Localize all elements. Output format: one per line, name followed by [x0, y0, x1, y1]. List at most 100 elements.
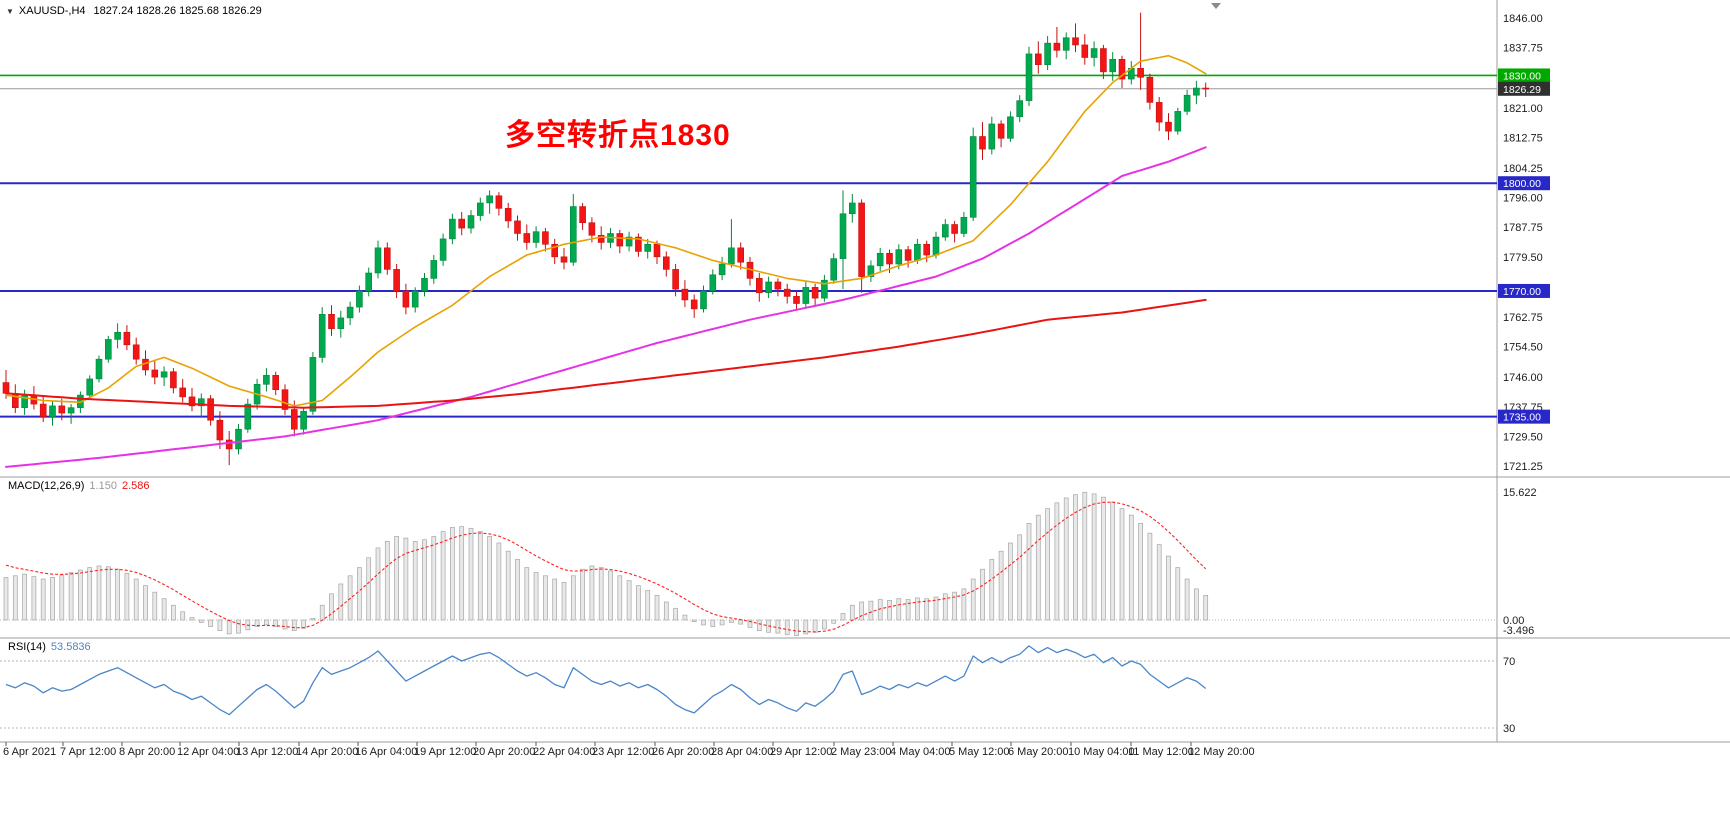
macd-histogram-bar: [515, 559, 520, 621]
time-label[interactable]: 28 Apr 04:00: [711, 746, 773, 758]
time-label[interactable]: 12 May 20:00: [1188, 746, 1255, 758]
candle-body: [1090, 48, 1098, 58]
macd-histogram-bar: [273, 619, 279, 627]
rsi-name: RSI(14): [8, 641, 46, 653]
price-tick-label: 1804.25: [1503, 163, 1543, 175]
candle-body: [281, 389, 289, 410]
macd-histogram-bar: [794, 619, 799, 636]
macd-histogram-bar: [710, 619, 716, 627]
candle-body: [1053, 42, 1061, 51]
candle-body: [1137, 67, 1144, 78]
time-label[interactable]: 13 Apr 12:00: [236, 746, 298, 758]
time-label[interactable]: 20 Apr 20:00: [473, 746, 535, 758]
ma-slow-line: [5, 298, 1207, 409]
price-tick-label: 1721.25: [1503, 461, 1543, 473]
time-label[interactable]: 14 Apr 20:00: [296, 746, 358, 758]
candle-body: [1202, 87, 1209, 90]
macd-histogram-bar: [775, 619, 781, 634]
macd-histogram-bar: [812, 619, 818, 633]
time-label[interactable]: 29 Apr 12:00: [770, 746, 832, 758]
candle-body: [439, 238, 447, 261]
macd-histogram-bar: [970, 578, 976, 621]
symbol-dropdown-icon[interactable]: ▼: [6, 7, 14, 16]
time-label[interactable]: 10 May 04:00: [1068, 746, 1135, 758]
candle-body: [532, 231, 540, 243]
candle-body: [430, 260, 438, 279]
candle-body: [625, 236, 633, 247]
macd-histogram-bar: [366, 557, 372, 621]
time-label[interactable]: 26 Apr 20:00: [652, 746, 714, 758]
time-label[interactable]: 8 Apr 20:00: [119, 746, 175, 758]
candle-body: [737, 247, 745, 263]
macd-histogram-bar: [291, 619, 297, 631]
candle-body: [486, 195, 493, 204]
time-label[interactable]: 12 Apr 04:00: [177, 746, 239, 758]
time-label[interactable]: 7 Apr 12:00: [60, 746, 116, 758]
macd-histogram-bar: [198, 619, 204, 623]
time-label[interactable]: 16 Apr 04:00: [355, 746, 417, 758]
annotation-text[interactable]: 多空转折点1830: [505, 119, 731, 152]
candle-body: [876, 252, 884, 267]
price-tick-label: 1846.00: [1503, 13, 1543, 25]
candle-body: [1100, 48, 1107, 73]
candle-body: [337, 317, 345, 329]
candle-body: [793, 296, 800, 304]
time-label[interactable]: 11 May 12:00: [1128, 746, 1194, 758]
candle-body: [151, 369, 159, 378]
macd-histogram-bar: [626, 580, 632, 621]
price-tick-label: 1729.50: [1503, 431, 1543, 443]
candle-body: [932, 236, 940, 256]
macd-histogram-bar: [1138, 523, 1143, 621]
macd-histogram-bar: [1026, 523, 1032, 621]
macd-histogram-bar: [440, 531, 446, 621]
time-label[interactable]: 19 Apr 12:00: [414, 746, 476, 758]
macd-histogram-bar: [747, 619, 753, 628]
macd-histogram-bar: [310, 618, 316, 621]
macd-histogram-bar: [682, 614, 688, 621]
time-label[interactable]: 22 Apr 04:00: [533, 746, 595, 758]
macd-histogram-bar: [933, 596, 939, 621]
macd-histogram-bar: [859, 601, 864, 621]
chart-shift-marker-icon[interactable]: [1211, 3, 1221, 9]
rsi-line: [5, 645, 1207, 716]
candle-body: [411, 290, 419, 308]
candle-body: [263, 375, 270, 385]
candle-body: [1174, 111, 1182, 132]
candle-body: [914, 243, 921, 261]
candle-body: [179, 387, 186, 398]
time-label[interactable]: 6 Apr 2021: [3, 746, 56, 758]
time-label[interactable]: 5 May 12:00: [949, 746, 1010, 758]
macd-histogram-bar: [1063, 497, 1069, 621]
time-label[interactable]: 6 May 20:00: [1008, 746, 1069, 758]
time-label[interactable]: 23 Apr 12:00: [592, 746, 654, 758]
candle-body: [886, 252, 893, 265]
candle-body: [188, 396, 196, 407]
macd-histogram-bar: [608, 570, 613, 621]
ma-mid-line: [5, 146, 1207, 468]
macd-histogram-bar: [877, 599, 883, 621]
candle-body: [114, 331, 121, 340]
macd-histogram-bar: [431, 536, 437, 621]
candle-body: [821, 279, 828, 299]
candle-body: [979, 136, 986, 150]
candle-body: [244, 403, 252, 430]
macd-histogram-bar: [152, 591, 158, 621]
candle-body: [49, 405, 56, 417]
candle-body: [346, 306, 354, 319]
symbol-name: XAUUSD-,H4: [18, 5, 86, 17]
price-tick-label: 1837.75: [1503, 43, 1543, 55]
macd-histogram-bar: [961, 588, 967, 621]
time-label[interactable]: 4 May 04:00: [890, 746, 951, 758]
candle-body: [644, 243, 652, 252]
candle-body: [309, 357, 317, 412]
time-label[interactable]: 2 May 23:00: [831, 746, 892, 758]
candle-body: [672, 269, 679, 290]
macd-histogram-bar: [161, 598, 167, 621]
candle-body: [67, 407, 75, 414]
macd-histogram-bar: [264, 619, 269, 626]
candle-body: [616, 233, 624, 247]
macd-histogram-bar: [589, 565, 595, 621]
macd-histogram-bar: [1054, 502, 1060, 621]
candle-body: [755, 278, 763, 294]
